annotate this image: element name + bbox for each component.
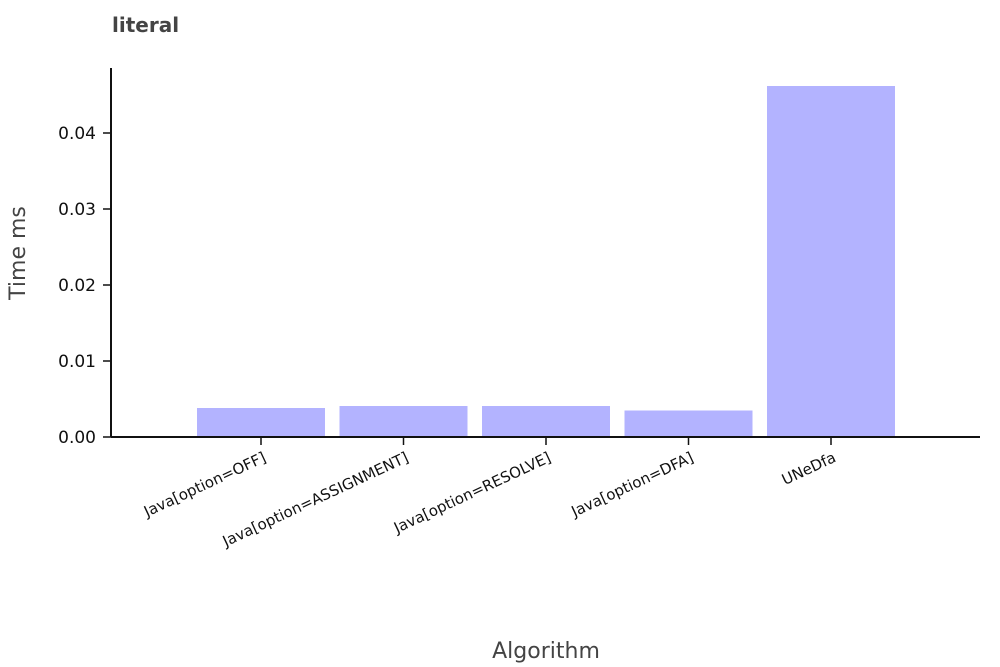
y-tick-label: 0.01 (58, 352, 96, 372)
chart-title: literal (112, 13, 179, 37)
x-tick-label: Java[option=RESOLVE] (390, 448, 554, 537)
bar (197, 408, 325, 437)
x-axis-ticks: Java[option=OFF]Java[option=ASSIGNMENT]J… (140, 437, 839, 551)
bar (482, 405, 610, 437)
x-tick-label: UNeDfa (779, 448, 839, 489)
y-axis-label: Time ms (6, 206, 31, 301)
y-tick-label: 0.04 (58, 124, 96, 144)
x-axis-label: Algorithm (492, 639, 600, 664)
bar (624, 410, 753, 437)
bar (767, 85, 895, 437)
y-tick-label: 0.00 (58, 428, 96, 448)
x-tick-label: Java[option=DFA] (568, 448, 697, 521)
y-tick-label: 0.03 (58, 200, 96, 220)
bar (339, 405, 468, 437)
y-tick-label: 0.02 (58, 276, 96, 296)
y-axis-ticks: 0.00 0.01 0.02 0.03 0.04 (58, 124, 111, 448)
bars-group (197, 85, 895, 437)
x-tick-label: Java[option=OFF] (140, 448, 269, 521)
